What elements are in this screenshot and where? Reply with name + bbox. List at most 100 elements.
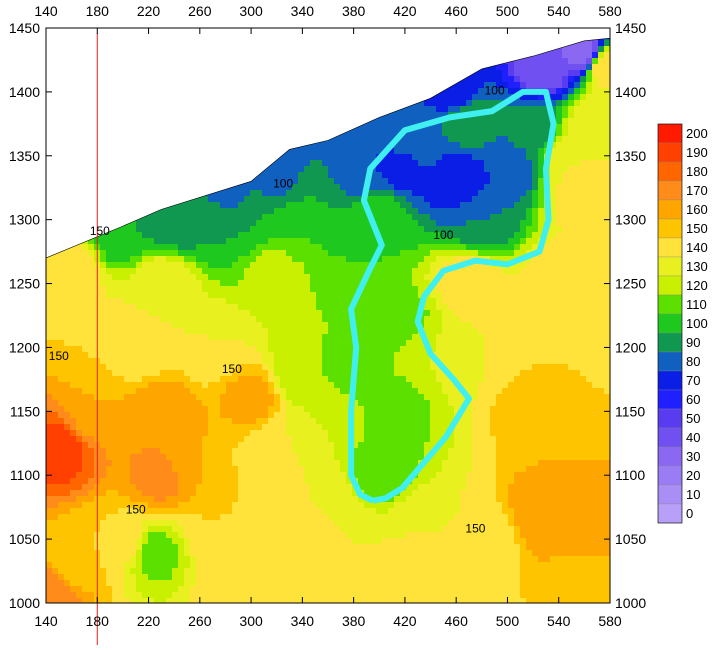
- heat-cell: [106, 262, 113, 269]
- heat-cell: [136, 538, 143, 545]
- heat-cell: [340, 136, 347, 143]
- heat-cell: [322, 358, 329, 365]
- heat-cell: [244, 256, 251, 263]
- heat-cell: [166, 334, 173, 341]
- heat-cell: [346, 148, 353, 155]
- heat-cell: [346, 226, 353, 233]
- heat-cell: [268, 328, 275, 335]
- heat-cell: [316, 400, 323, 407]
- heat-cell: [178, 460, 185, 467]
- heat-cell: [274, 574, 281, 581]
- heat-cell: [148, 406, 155, 413]
- heat-cell: [148, 598, 155, 603]
- heat-cell: [160, 436, 167, 443]
- heat-cell: [340, 190, 347, 197]
- heat-cell: [316, 364, 323, 371]
- heat-cell: [244, 268, 251, 275]
- heat-cell: [172, 208, 179, 215]
- heat-cell: [190, 400, 197, 407]
- heat-cell: [220, 526, 227, 533]
- heat-cell: [340, 328, 347, 335]
- heat-cell: [172, 304, 179, 311]
- heat-cell: [280, 520, 287, 527]
- heat-cell: [340, 166, 347, 173]
- heat-cell: [154, 358, 161, 365]
- heat-cell: [88, 328, 95, 335]
- heat-cell: [226, 424, 233, 431]
- heat-cell: [274, 244, 281, 251]
- heat-cell: [340, 172, 347, 179]
- heat-cell: [220, 592, 227, 599]
- heat-cell: [316, 430, 323, 437]
- heat-cell: [238, 256, 245, 263]
- heat-cell: [52, 376, 59, 383]
- heat-cell: [202, 310, 209, 317]
- heat-cell: [262, 490, 269, 497]
- heat-cell: [190, 412, 197, 419]
- heat-cell: [64, 418, 71, 425]
- heat-cell: [226, 298, 233, 305]
- heat-cell: [148, 454, 155, 461]
- heat-cell: [172, 478, 179, 485]
- heat-cell: [232, 286, 239, 293]
- heat-cell: [184, 382, 191, 389]
- heat-cell: [292, 220, 299, 227]
- heat-cell: [286, 226, 293, 233]
- heat-cell: [352, 226, 359, 233]
- heat-cell: [142, 598, 149, 603]
- heat-cell: [292, 364, 299, 371]
- heat-cell: [112, 544, 119, 551]
- heat-cell: [112, 532, 119, 539]
- heat-cell: [70, 514, 77, 521]
- heat-cell: [262, 262, 269, 269]
- heat-cell: [286, 190, 293, 197]
- heat-cell: [130, 358, 137, 365]
- heat-cell: [244, 598, 251, 603]
- heat-cell: [118, 490, 125, 497]
- heat-cell: [274, 478, 281, 485]
- heat-cell: [256, 274, 263, 281]
- heat-cell: [184, 484, 191, 491]
- heat-cell: [268, 406, 275, 413]
- heat-cell: [262, 478, 269, 485]
- heat-cell: [178, 304, 185, 311]
- heat-cell: [208, 304, 215, 311]
- heat-cell: [232, 544, 239, 551]
- heat-cell: [202, 202, 209, 209]
- heat-cell: [172, 406, 179, 413]
- heat-cell: [202, 370, 209, 377]
- heat-cell: [250, 178, 257, 185]
- heat-cell: [340, 238, 347, 245]
- plot-area: [46, 28, 610, 603]
- heat-cell: [292, 250, 299, 257]
- heat-cell: [292, 532, 299, 539]
- heat-cell: [214, 268, 221, 275]
- heat-cell: [124, 580, 131, 587]
- heat-cell: [64, 496, 71, 503]
- heat-cell: [130, 292, 137, 299]
- heat-cell: [196, 520, 203, 527]
- heat-cell: [310, 328, 317, 335]
- heat-cell: [178, 310, 185, 317]
- heat-cell: [70, 370, 77, 377]
- heat-cell: [190, 322, 197, 329]
- heat-cell: [316, 448, 323, 455]
- heat-cell: [292, 184, 299, 191]
- heat-cell: [46, 436, 53, 443]
- heat-cell: [58, 298, 65, 305]
- heat-cell: [166, 442, 173, 449]
- heat-cell: [190, 328, 197, 335]
- heat-cell: [280, 304, 287, 311]
- heat-cell: [100, 310, 107, 317]
- heat-cell: [334, 454, 341, 461]
- heat-cell: [250, 466, 257, 473]
- heat-cell: [292, 274, 299, 281]
- heat-cell: [100, 424, 107, 431]
- heat-cell: [58, 274, 65, 281]
- heat-cell: [274, 208, 281, 215]
- heat-cell: [226, 376, 233, 383]
- heat-cell: [208, 490, 215, 497]
- heat-cell: [130, 556, 137, 563]
- heat-cell: [190, 376, 197, 383]
- heat-cell: [280, 460, 287, 467]
